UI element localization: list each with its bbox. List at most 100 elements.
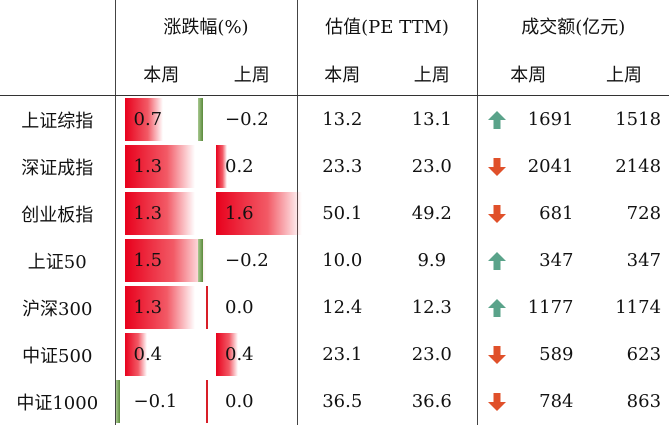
header-blank-2 (0, 52, 115, 96)
turnover-last-week: 1174 (615, 297, 662, 318)
turnover-this-week: 784 (539, 390, 574, 412)
change-last-week-bar (216, 192, 302, 235)
turnover-last-week: 2148 (615, 156, 662, 177)
index-name: 上证综指 (21, 110, 94, 132)
turnover-this-week: 347 (539, 249, 574, 271)
change-this-week-bar (124, 286, 195, 329)
index-name: 沪深300 (22, 298, 93, 320)
change-last-week-value: 1.6 (225, 203, 254, 224)
header-change-last-week: 上周 (207, 52, 297, 96)
pe-last-week: 49.2 (411, 203, 452, 224)
turnover-this-week: 1177 (527, 296, 574, 318)
change-last-week-bar (206, 286, 208, 329)
table-row: 创业板指 1.3 1.6 50.1 49.2 681 728 (0, 190, 669, 237)
table-row: 上证50 1.5 −0.2 10.0 9.9 347 347 (0, 237, 669, 284)
change-last-week-cell: 0.2 (207, 143, 297, 190)
arrow-down-icon (487, 345, 506, 364)
change-this-week-cell: 0.7 (114, 95, 207, 143)
index-name: 中证1000 (16, 392, 99, 414)
change-this-week-bar (124, 192, 195, 235)
header-row-periods: 本周 上周 本周 上周 本周 上周 (0, 52, 669, 96)
change-this-week-bar (124, 239, 206, 282)
table-row: 上证综指 0.7 −0.2 13.2 13.1 1691 1518 (0, 95, 669, 144)
change-this-week-bar (124, 145, 195, 188)
turnover-this-week: 1691 (527, 108, 574, 130)
header-turnover-this-week: 本周 (476, 52, 580, 96)
change-this-week-bar (124, 333, 147, 376)
turnover-this-week-cell: 1177 (476, 284, 580, 331)
change-last-week-value: −0.2 (225, 250, 269, 271)
turnover-last-week: 863 (626, 391, 662, 412)
table-row: 中证500 0.4 0.4 23.1 23.0 589 623 (0, 331, 669, 378)
change-last-week-cell: 0.0 (206, 284, 297, 331)
change-this-week-cell: −0.1 (114, 378, 207, 425)
turnover-this-week-cell: 2041 (476, 143, 580, 190)
change-last-week-cell: −0.2 (198, 237, 297, 284)
change-last-week-cell: 0.4 (207, 331, 297, 378)
change-last-week-cell: 0.0 (206, 378, 297, 425)
arrow-up-icon (487, 110, 506, 129)
header-turnover-last-week: 上周 (579, 52, 669, 96)
index-name: 创业板指 (21, 204, 94, 226)
pe-last-week: 9.9 (417, 250, 447, 271)
turnover-this-week-cell: 681 (476, 190, 580, 237)
turnover-this-week-cell: 784 (476, 378, 580, 425)
pe-last-week: 12.3 (411, 297, 452, 318)
turnover-last-week: 347 (626, 250, 662, 271)
table-row: 中证1000 −0.1 0.0 36.5 36.6 784 863 (0, 378, 669, 425)
arrow-down-icon (487, 392, 506, 411)
change-this-week-value: 1.3 (133, 297, 163, 318)
header-pe: 估值(PE TTM) (296, 0, 478, 52)
arrow-up-icon (487, 251, 506, 270)
change-last-week-value: 0.0 (225, 391, 254, 412)
change-this-week-cell: 0.4 (114, 331, 207, 378)
change-last-week-value: 0.2 (225, 156, 254, 177)
pe-this-week: 12.4 (296, 284, 387, 331)
pe-last-week: 23.0 (411, 156, 452, 177)
change-last-week-cell: 1.6 (207, 190, 302, 237)
turnover-last-week: 1518 (615, 109, 662, 130)
turnover-this-week: 589 (539, 343, 574, 365)
pe-this-week: 23.1 (296, 331, 387, 378)
change-last-week-cell: −0.2 (198, 96, 297, 144)
pe-last-week: 36.6 (411, 391, 452, 412)
turnover-this-week: 681 (539, 202, 574, 224)
change-this-week-cell: 1.3 (114, 143, 207, 190)
index-name: 深证成指 (21, 157, 94, 179)
table-row: 沪深300 1.3 0.0 12.4 12.3 1177 1174 (0, 284, 669, 331)
pe-this-week: 13.2 (296, 95, 387, 143)
change-last-week-bar (198, 98, 203, 141)
change-this-week-value: 0.7 (133, 109, 163, 130)
index-name: 中证500 (22, 345, 93, 367)
index-name: 上证50 (27, 251, 87, 273)
header-pe-this-week: 本周 (296, 52, 387, 96)
table-row: 深证成指 1.3 0.2 23.3 23.0 2041 2148 (0, 143, 669, 190)
pe-this-week: 10.0 (296, 237, 387, 284)
change-last-week-bar (216, 333, 238, 376)
change-this-week-value: 1.3 (133, 156, 163, 177)
change-last-week-value: 0.0 (225, 297, 254, 318)
change-last-week-value: −0.2 (225, 109, 269, 130)
table-body: 上证综指 0.7 −0.2 13.2 13.1 1691 1518 深证成指 1.3 0.2 23.… (0, 95, 669, 425)
change-last-week-bar (206, 380, 208, 423)
change-this-week-value: −0.1 (133, 391, 178, 412)
arrow-up-icon (487, 298, 506, 317)
change-this-week-cell: 1.3 (114, 190, 207, 237)
header-row-groups: 涨跌幅(%) 估值(PE TTM) 成交额(亿元) (0, 0, 669, 52)
header-change: 涨跌幅(%) (114, 0, 297, 52)
header-change-this-week: 本周 (114, 52, 207, 96)
change-this-week-value: 0.4 (133, 344, 163, 365)
change-last-week-bar (198, 239, 203, 282)
turnover-last-week: 728 (626, 203, 662, 224)
change-this-week-value: 1.3 (133, 203, 163, 224)
pe-last-week: 13.1 (411, 109, 452, 130)
turnover-this-week-cell: 1691 (476, 95, 580, 143)
change-this-week-bar (115, 380, 120, 423)
change-this-week-bar (124, 98, 163, 141)
turnover-last-week: 623 (626, 344, 662, 365)
change-last-week-value: 0.4 (225, 344, 254, 365)
pe-this-week: 36.5 (296, 378, 387, 425)
header-blank (0, 0, 115, 52)
